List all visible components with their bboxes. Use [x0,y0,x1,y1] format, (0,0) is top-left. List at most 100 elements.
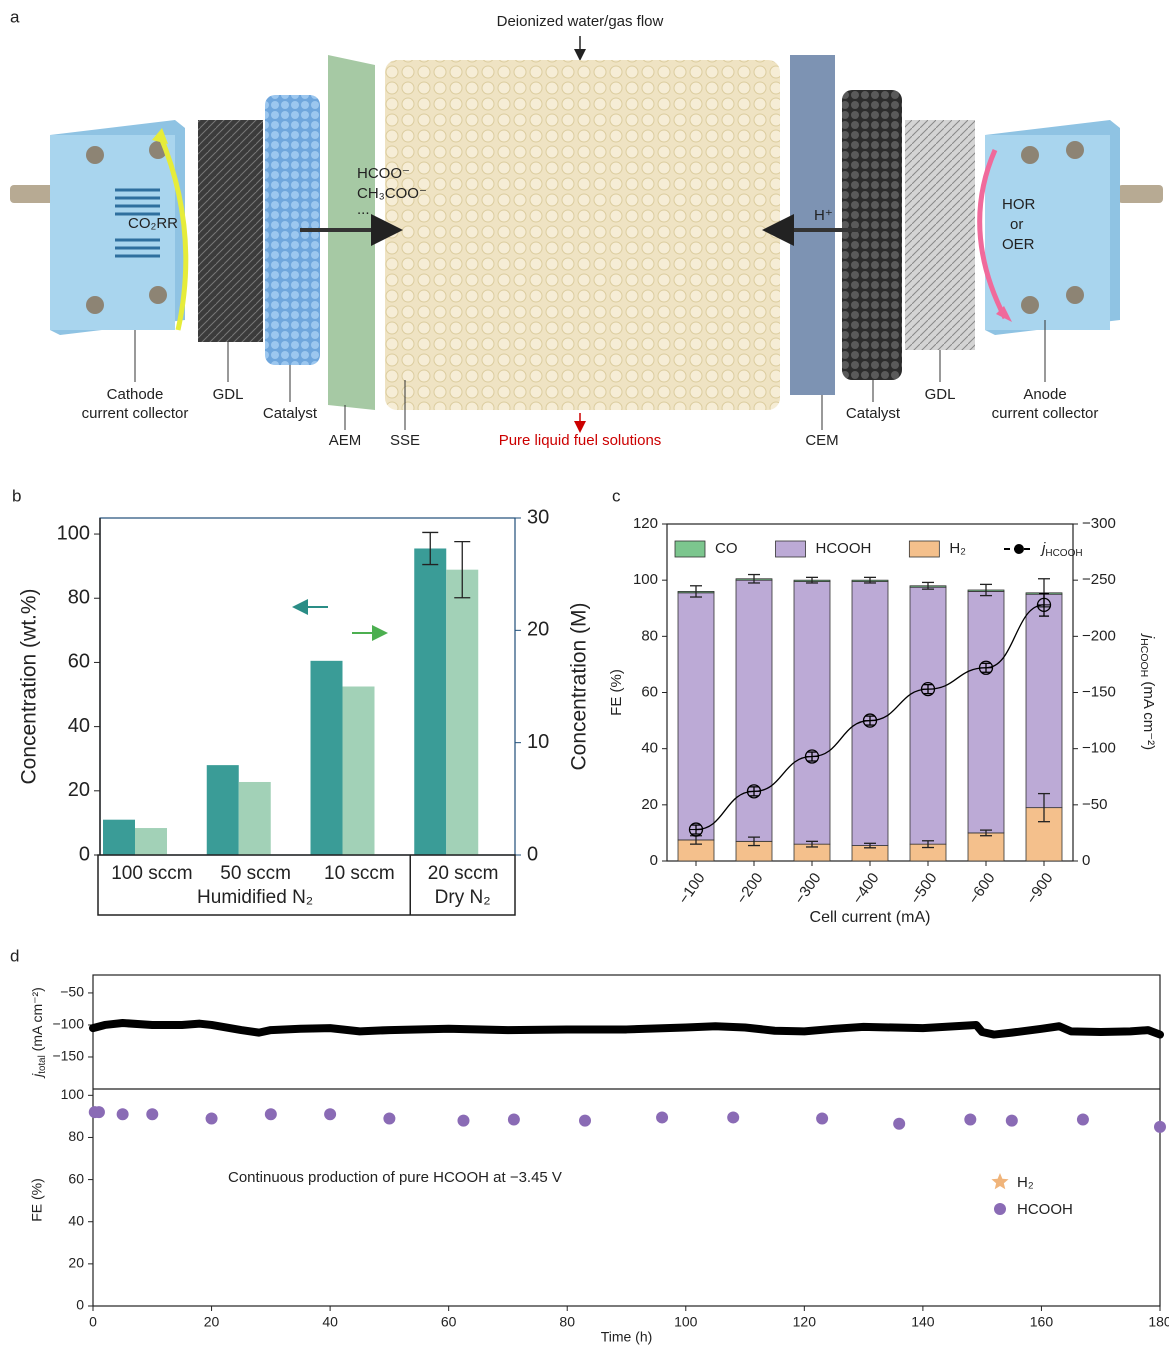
label-unit: (mA cm⁻²) [29,987,45,1055]
point [1005,1114,1018,1127]
y2-tick-label: 30 [527,506,549,528]
x-tick-label: 140 [911,1314,935,1330]
legend-marker [994,1203,1006,1215]
line [89,1019,1164,1039]
gdl-left [198,120,263,342]
y-tick-label: −150 [52,1048,84,1064]
x-tick-label: 100 sccm [111,863,192,884]
y-tick-label: 100 [61,1086,85,1102]
legend-swatch [908,540,940,558]
annotation: Continuous production of pure HCOOH at −… [228,1169,562,1186]
point [816,1112,829,1125]
error-bar [806,840,818,848]
x-tick-label: 120 [793,1314,817,1330]
point [656,1111,669,1124]
hole [1066,286,1084,304]
leader-lines [134,320,1046,430]
axis-label: jtotal (mA cm⁻²) [29,987,48,1079]
label: Catalyst [846,405,901,422]
point [1076,1113,1089,1126]
stacked-bar [909,586,947,845]
point [205,1112,218,1125]
error-bar [922,581,934,590]
reaction: OER [1002,236,1035,253]
y-tick-label: 60 [641,683,658,700]
stacked-bar [1025,593,1063,809]
error-bar [422,531,439,566]
group-label: Humidified N₂ [197,887,313,908]
x-tick-label: −400 [849,870,882,907]
point [579,1114,592,1127]
y2-tick-label: 20 [527,619,549,641]
label: Cathode [107,386,164,403]
point [1154,1120,1166,1133]
ion: ... [357,201,370,218]
legend-label: jHCOOH [1040,540,1083,559]
co2rr: CO₂RR [128,215,178,232]
point [324,1108,337,1121]
x-tick-label: −200 [733,870,766,907]
point [264,1108,277,1121]
legend-sub: HCOOH [1045,548,1082,559]
panel-label: a [10,7,20,26]
error-bar [980,829,992,837]
hole [86,146,104,164]
y2-tick-label: −150 [1082,683,1116,700]
bar [446,569,479,855]
cem [790,55,835,395]
y-tick-label: 20 [641,796,658,813]
rod [10,185,55,203]
legend-label: CO [715,540,738,557]
plot-frame [92,974,1161,1307]
aem [328,55,375,410]
y-tick-label: 0 [76,1297,84,1313]
y2-tick-label: −200 [1082,627,1116,644]
label: Anode [1023,386,1066,403]
x-tick-label: 40 [322,1314,338,1330]
hole [1066,141,1084,159]
catalyst-right [842,90,902,380]
label: SSE [390,432,420,449]
y-axis-label: Concentration (wt.%) [18,588,41,784]
label: AEM [329,432,362,449]
legend-label: H₂ [1017,1174,1034,1191]
x-tick-label: 60 [441,1314,457,1330]
bar [342,686,375,855]
panel-a: a Deionized water/gas flow CO₂RR HCOO⁻ C… [10,7,1163,449]
label-main: j [29,1073,45,1079]
label: current collector [82,405,189,422]
stacked-bar [735,579,773,842]
point [457,1114,470,1127]
y-tick-label: 80 [68,587,90,609]
y-tick-label: 60 [68,651,90,673]
proton: H⁺ [814,207,833,224]
label-unit: (mA cm⁻²) [1140,677,1157,750]
ion: CH₃COO⁻ [357,185,427,202]
yellow-arrow [157,134,189,331]
legend-swatch [775,540,806,558]
legend-label: H₂ [949,540,966,557]
label: current collector [992,405,1099,422]
y-tick-label: 80 [68,1128,84,1144]
x-tick-label: −600 [965,870,998,907]
x-tick-label: 0 [89,1314,97,1330]
error-bar [806,576,818,584]
y-tick-label: 100 [57,522,90,544]
x-tick-label: −500 [907,870,940,907]
hole [149,286,167,304]
bar [206,765,239,855]
y-tick-label: 40 [68,715,90,737]
error-bar [864,842,876,849]
point [507,1113,520,1126]
hole [1021,146,1039,164]
y-tick-label: 120 [633,515,658,532]
y-axis-label: FE (%) [608,669,625,716]
x-tick-label: 180 [1148,1314,1169,1330]
stacked-bar [967,832,1005,862]
legend-label: HCOOH [1017,1201,1073,1218]
ion: HCOO⁻ [357,165,410,182]
error-bar [922,840,934,849]
arrowhead [996,306,1012,322]
group-label: Dry N₂ [435,887,491,908]
